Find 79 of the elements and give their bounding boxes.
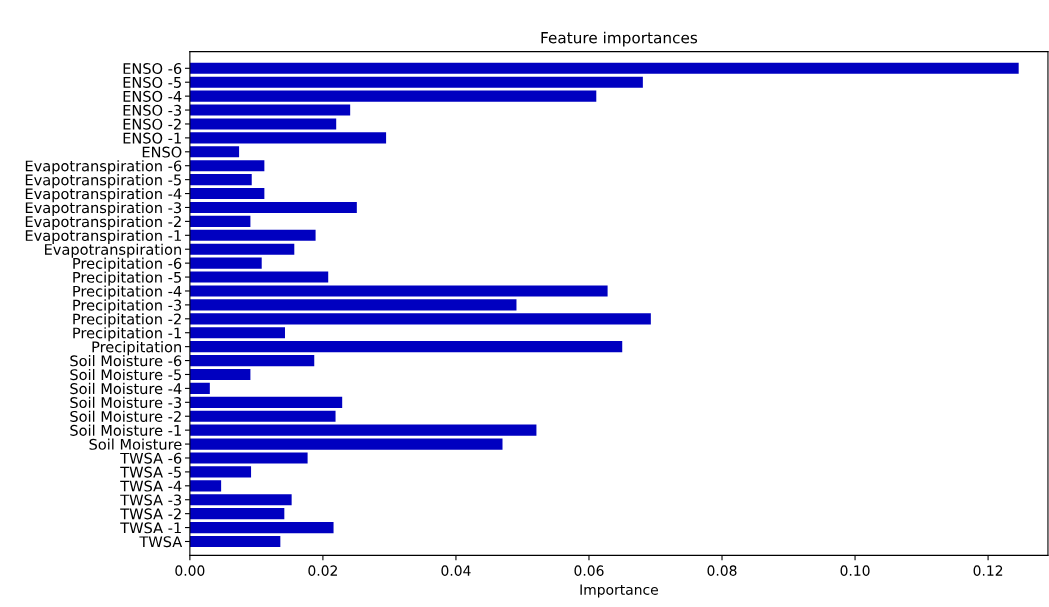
y-tick-label: ENSO -1 (123, 132, 181, 144)
y-tick-label: TWSA -5 (120, 466, 181, 478)
bar (189, 480, 222, 492)
y-tick-label: ENSO -2 (123, 118, 181, 130)
bar (189, 410, 336, 422)
bar (189, 341, 623, 353)
bar (189, 76, 643, 88)
y-tick-label: Soil Moisture -3 (70, 396, 182, 409)
y-tick-label: Soil Moisture (89, 438, 182, 450)
y-tick-label: ENSO -5 (123, 76, 181, 88)
y-tick-label: TWSA (139, 536, 183, 548)
bar (189, 118, 337, 130)
y-tick-label: TWSA -2 (120, 508, 181, 520)
bar (189, 271, 329, 283)
y-tick-label: Evapotranspiration -1 (25, 229, 181, 244)
bar (189, 62, 1019, 74)
y-tick-label: TWSA -3 (120, 494, 182, 506)
x-tick-label: 0.02 (308, 565, 337, 576)
bar (189, 466, 252, 478)
x-tick-label: 0.06 (574, 565, 604, 576)
y-tick-label: Precipitation -4 (73, 285, 182, 300)
y-tick-label: Soil Moisture -2 (70, 410, 181, 422)
y-tick-label: Soil Moisture -6 (70, 355, 182, 367)
bar (189, 215, 251, 227)
y-tick-label: Soil Moisture -1 (70, 424, 181, 436)
y-tick-label: Evapotranspiration (45, 243, 181, 258)
y-tick-label: ENSO -4 (123, 90, 182, 102)
chart-title: Feature importances (541, 31, 698, 47)
bar (189, 438, 503, 450)
bar (189, 229, 316, 241)
y-tick-label: TWSA -1 (120, 522, 181, 534)
bar (189, 354, 315, 367)
y-tick-label: TWSA -6 (120, 452, 182, 464)
y-tick-label: ENSO (142, 146, 182, 158)
bar (189, 90, 597, 102)
x-tick-label: 0.08 (707, 565, 737, 576)
y-tick-label: TWSA -4 (120, 480, 182, 492)
y-tick-label: Soil Moisture -4 (70, 382, 182, 395)
bar (189, 201, 357, 214)
bar (189, 452, 308, 464)
bar (189, 382, 210, 394)
y-tick-label: Evapotranspiration -3 (25, 201, 182, 217)
y-tick-label: Precipitation -2 (73, 313, 181, 328)
bar (189, 132, 387, 144)
y-tick-label: Precipitation -6 (73, 257, 182, 272)
y-tick-label: Evapotranspiration -4 (25, 188, 182, 203)
bar (189, 104, 351, 116)
bar (189, 299, 517, 311)
bar (189, 174, 252, 186)
y-tick-label: Evapotranspiration -6 (25, 160, 182, 175)
y-tick-label: Precipitation -3 (73, 299, 182, 314)
x-tick-label: 0.12 (973, 565, 1003, 576)
bar (189, 285, 608, 297)
y-tick-label: Precipitation -1 (73, 327, 181, 342)
y-tick-label: Evapotranspiration -5 (25, 174, 181, 189)
y-tick-label: ENSO -3 (123, 104, 182, 116)
bar (189, 535, 281, 548)
bar (189, 187, 265, 200)
y-tick-label: ENSO -6 (123, 63, 182, 75)
y-tick-label: Precipitation -5 (73, 271, 181, 286)
x-tick-label: 0.10 (840, 565, 870, 576)
bar (189, 396, 343, 408)
bar (189, 146, 240, 158)
x-axis-title: Importance (580, 584, 658, 598)
bar (189, 494, 292, 506)
bar (189, 424, 537, 436)
y-tick-label: Soil Moisture -5 (70, 368, 181, 381)
y-tick-label: Precipitation (92, 341, 181, 356)
bar (189, 160, 265, 172)
bar (189, 257, 262, 269)
x-tick-label: 0.00 (175, 565, 205, 576)
x-tick-label: 0.04 (441, 565, 471, 576)
y-tick-label: Evapotranspiration -2 (25, 215, 181, 230)
bar (189, 313, 651, 325)
bar (189, 243, 295, 255)
bar (189, 368, 251, 381)
bar (189, 327, 285, 339)
bar (189, 508, 285, 520)
bar (189, 522, 334, 534)
